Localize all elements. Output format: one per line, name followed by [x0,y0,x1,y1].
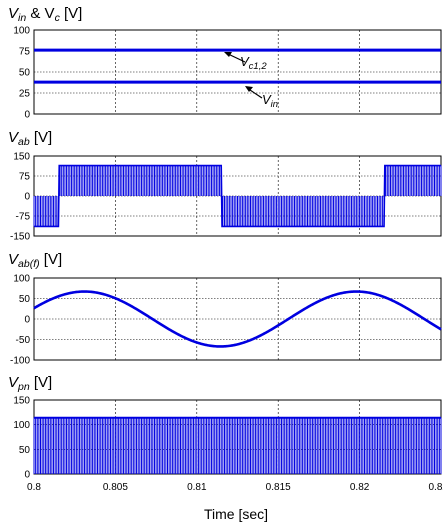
series-envelope [34,164,441,228]
annotation-vc12: Vc1,2 [224,52,267,72]
y-tick-label: -50 [16,335,31,346]
x-tick-label: 0.825 [428,482,443,493]
y-tick-label: -100 [10,356,30,367]
panel2-title: Vab [V] [8,129,52,148]
x-tick-label: 0.8 [27,482,41,493]
y-tick-label: 25 [19,89,31,100]
y-tick-label: 150 [13,152,30,163]
series-pwm [33,417,442,474]
annotation-vin-arrowhead [245,86,253,92]
annotation-vc12-arrowhead [224,52,232,57]
x-axis-label: Time [sec] [204,506,268,522]
y-tick-label: 0 [24,192,30,203]
panel-2: 150 75 0 -75 -150 [10,152,442,243]
y-tick-label: 100 [13,274,30,285]
y-tick-label: 75 [19,47,31,58]
y-tick-label: 0 [24,110,30,121]
x-tick-label: 0.805 [103,482,128,493]
annotation-vin-label: Vin [262,92,278,110]
y-tick-label: 100 [13,26,30,37]
x-tick-label: 0.815 [266,482,291,493]
y-tick-label: 50 [19,68,31,79]
series-line [33,290,442,348]
panel-3: 100 50 0 -50 -100 [10,274,442,367]
panel4-title: Vpn [V] [8,374,52,393]
panel3-title: Vab(f) [V] [8,251,62,270]
panel-4: 150 100 50 0 [13,396,442,481]
x-tick-label: 0.81 [187,482,207,493]
y-tick-label: 0 [24,470,30,481]
annotation-vc12-label: Vc1,2 [240,54,267,72]
y-tick-label: 50 [19,294,31,305]
y-tick-label: 150 [13,396,30,407]
y-tick-label: -75 [16,212,31,223]
series-pwm [33,165,442,227]
y-tick-label: 0 [24,315,30,326]
plots-layer: 1007550250150750-75-150100500-50-1001501… [10,26,443,494]
y-tick-label: 50 [19,445,31,456]
y-tick-label: -150 [10,232,30,243]
x-tick-label: 0.82 [350,482,370,493]
y-tick-label: 75 [19,172,31,183]
y-tick-label: 100 [13,420,30,431]
panel-1: 100 75 50 25 0 [13,26,442,121]
panel1-title: Vin & Vc [V] [8,5,82,24]
annotation-vin: Vin [245,86,278,110]
